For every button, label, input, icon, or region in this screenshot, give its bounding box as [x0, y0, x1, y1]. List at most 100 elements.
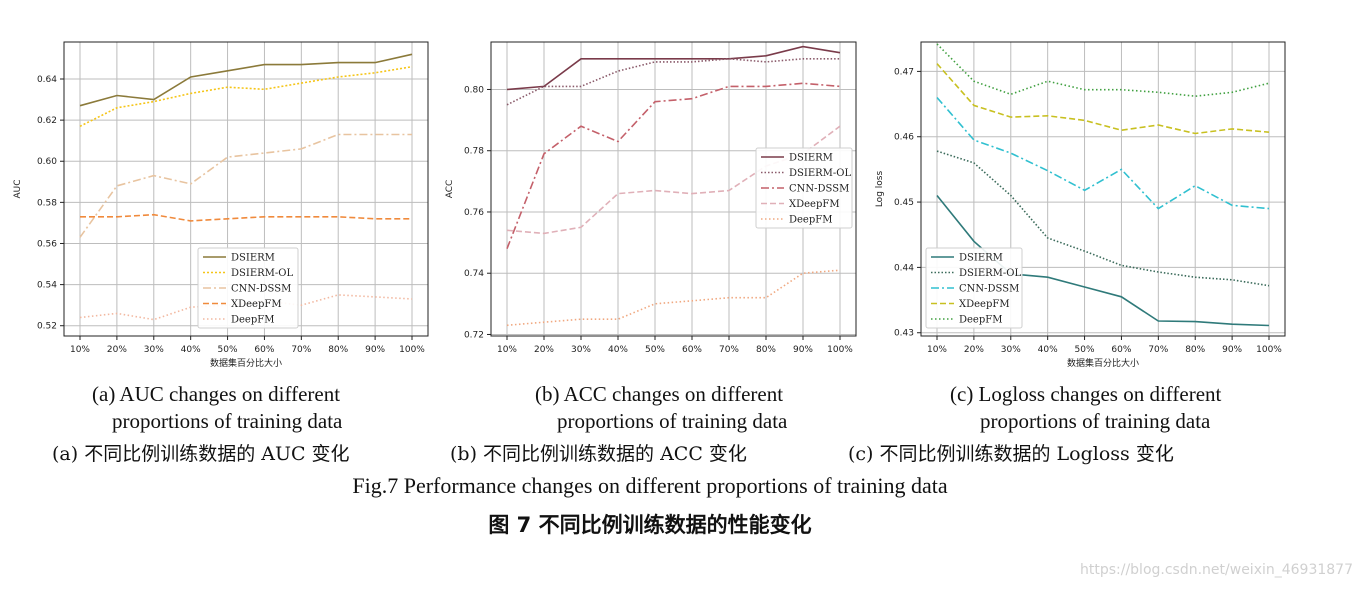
y-tick-label: 0.62	[37, 116, 57, 126]
series-line-dsierm-ol	[506, 57, 840, 106]
x-tick-label: 30%	[1001, 345, 1021, 355]
y-tick-label: 0.80	[464, 85, 484, 95]
legend-entry: DSIERM-OL	[231, 268, 293, 279]
y-axis-label: ACC	[445, 180, 455, 199]
x-tick-label: 20%	[107, 345, 127, 355]
x-tick-label: 60%	[682, 345, 702, 355]
x-tick-label: 60%	[254, 345, 274, 355]
series-line-dsierm	[506, 45, 841, 91]
x-tick-label: 30%	[571, 345, 591, 355]
y-tick-label: 0.43	[894, 329, 914, 339]
x-tick-label: 90%	[793, 345, 813, 355]
legend-entry: DSIERM-OL	[959, 268, 1021, 279]
series-line-xdeepfm	[80, 213, 412, 222]
series-line-cnn-dssm	[506, 82, 841, 249]
legend-entry: CNN-DSSM	[231, 284, 291, 295]
chart-a-auc: 10% 20% 30% 40% 50% 60% 70% 80% 90% 100% 0.52 0.54 0…	[13, 41, 429, 369]
y-tick-label: 0.46	[894, 133, 914, 143]
y-tick-label: 0.58	[37, 198, 57, 208]
x-tick-label: 50%	[645, 345, 665, 355]
y-tick-label: 0.54	[37, 281, 57, 291]
x-tick-label: 10%	[70, 345, 90, 355]
legend-entry: DSIERM	[959, 253, 1003, 264]
legend-entry: XDeepFM	[789, 199, 840, 210]
series-line-xdeepfm	[936, 63, 1270, 135]
x-tick-label: 10%	[927, 345, 947, 355]
series-line-dsierm-ol	[79, 65, 413, 128]
legend-entry: DeepFM	[789, 215, 832, 226]
plot-frame	[920, 41, 1286, 337]
series-line-deepfm	[936, 43, 1270, 98]
x-axis-label: 数据集百分比大小	[210, 357, 282, 369]
caption-a-zh: (a) 不同比例训练数据的 AUC 变化	[52, 443, 350, 465]
y-tick-label: 0.44	[894, 263, 914, 273]
x-tick-label: 10%	[497, 345, 517, 355]
y-tick-label: 0.45	[894, 198, 914, 208]
x-tick-label: 80%	[1185, 345, 1205, 355]
x-tick-label: 80%	[756, 345, 776, 355]
y-tick-label: 0.78	[464, 147, 484, 157]
x-tick-label: 90%	[365, 345, 385, 355]
legend-entry: CNN-DSSM	[959, 284, 1019, 295]
y-tick-label: 0.47	[894, 67, 914, 77]
x-tick-label: 20%	[534, 345, 554, 355]
x-tick-label: 40%	[608, 345, 628, 355]
series-line-cnn-dssm	[79, 133, 412, 238]
legend-entry: DeepFM	[959, 315, 1002, 326]
x-tick-label: 50%	[1075, 345, 1095, 355]
legend-entry: DSIERM	[231, 253, 275, 264]
x-tick-label: 40%	[181, 345, 201, 355]
legend-box	[755, 147, 853, 229]
caption-a-en-line2: proportions of training data	[112, 409, 343, 433]
x-tick-label: 80%	[328, 345, 348, 355]
series-line-dsierm	[79, 53, 413, 107]
legend-entry: DSIERM-OL	[789, 168, 851, 179]
legend-box	[925, 247, 1023, 329]
x-tick-label: 100%	[827, 345, 853, 355]
y-tick-label: 0.72	[464, 330, 484, 340]
legend-box	[197, 247, 299, 329]
x-tick-label: 90%	[1222, 345, 1242, 355]
x-tick-label: 100%	[399, 345, 425, 355]
legend-entry: DSIERM	[789, 153, 833, 164]
caption-c-en-line2: proportions of training data	[980, 409, 1211, 433]
x-tick-label: 70%	[291, 345, 311, 355]
chart-b-acc: 10% 20% 30% 40% 50% 60% 70% 80% 90% 100% 0.72 0.74 0…	[445, 41, 857, 355]
figure-caption-en: Fig.7 Performance changes on different p…	[352, 473, 948, 498]
y-tick-label: 0.52	[37, 322, 57, 332]
y-tick-label: 0.56	[37, 239, 57, 249]
caption-b-zh: (b) 不同比例训练数据的 ACC 变化	[450, 443, 747, 465]
caption-b-en-line1: (b) ACC changes on different	[535, 382, 784, 406]
caption-b-en-line2: proportions of training data	[557, 409, 788, 433]
legend-entry: CNN-DSSM	[789, 184, 849, 195]
caption-c-en-line1: (c) Logloss changes on different	[950, 382, 1222, 406]
series-line-cnn-dssm	[936, 96, 1270, 210]
chart-c-logloss: 10% 20% 30% 40% 50% 60% 70% 80% 90% 100% 0.43 0.44 0…	[875, 41, 1286, 369]
caption-c-zh: (c) 不同比例训练数据的 Logloss 变化	[848, 443, 1174, 465]
y-tick-label: 0.76	[464, 208, 484, 218]
figure-caption-zh: 图 7 不同比例训练数据的性能变化	[488, 513, 812, 537]
watermark: https://blog.csdn.net/weixin_46931877	[1079, 562, 1353, 578]
x-tick-label: 70%	[719, 345, 739, 355]
plot-frame	[63, 41, 429, 337]
y-tick-label: 0.60	[37, 157, 57, 167]
series-line-deepfm	[506, 269, 841, 327]
x-tick-label: 70%	[1148, 345, 1168, 355]
x-tick-label: 100%	[1256, 345, 1282, 355]
y-axis-label: AUC	[13, 179, 23, 198]
plot-frame	[490, 41, 857, 337]
x-tick-label: 50%	[218, 345, 238, 355]
series-line-dsierm-ol	[936, 150, 1270, 287]
x-axis-label: 数据集百分比大小	[1067, 357, 1139, 369]
y-tick-label: 0.74	[464, 269, 484, 279]
x-tick-label: 30%	[144, 345, 164, 355]
x-tick-label: 60%	[1111, 345, 1131, 355]
x-tick-label: 20%	[964, 345, 984, 355]
legend-entry: XDeepFM	[959, 299, 1010, 310]
legend-entry: XDeepFM	[231, 299, 282, 310]
y-tick-label: 0.64	[37, 75, 57, 85]
y-axis-label: Log loss	[875, 171, 885, 208]
caption-a-en-line1: (a) AUC changes on different	[92, 382, 341, 406]
legend-entry: DeepFM	[231, 315, 274, 326]
x-tick-label: 40%	[1038, 345, 1058, 355]
